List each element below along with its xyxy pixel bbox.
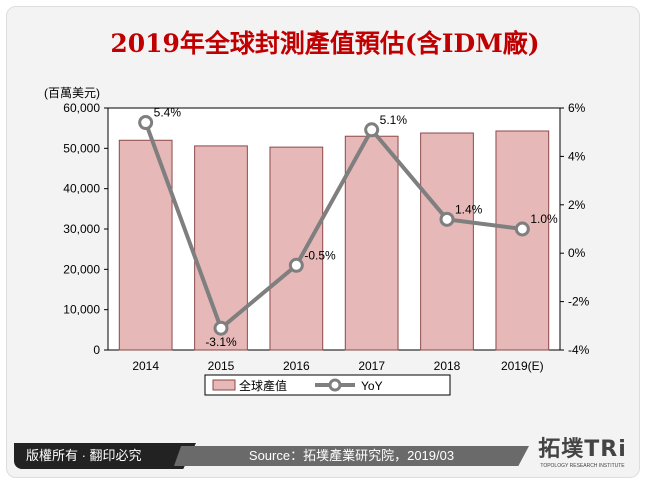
footer: 版權所有 · 翻印必究 Source：拓墣產業研究院，2019/03 <box>14 443 614 469</box>
logo-text: 拓墣TRi <box>538 437 627 462</box>
chart-title: 2019年全球封測產值預估(含IDM廠) <box>110 29 540 58</box>
plot-area <box>107 107 561 351</box>
yoy-point <box>514 221 530 237</box>
logo-subtitle: TOPOLOGY RESEARCH INSTITUTE <box>540 463 625 469</box>
yoy-label: 5.1% <box>380 113 408 127</box>
x-tick-label: 2016 <box>283 359 310 373</box>
right-tick-label: 4% <box>568 149 586 163</box>
right-tick-label: 0% <box>568 246 586 260</box>
bar-2019(E) <box>495 130 550 351</box>
x-tick-label: 2015 <box>208 359 235 373</box>
yoy-label: 1.4% <box>455 202 483 216</box>
left-tick-label: 50,000 <box>63 141 100 155</box>
yoy-label: -3.1% <box>205 335 237 349</box>
unit-label: (百萬美元) <box>44 86 100 100</box>
yoy-point <box>364 122 380 138</box>
legend-line-label: YoY <box>361 379 383 393</box>
right-tick-label: -2% <box>568 295 590 309</box>
right-tick-label: 6% <box>568 101 586 115</box>
logo: 拓墣TRi TOPOLOGY RESEARCH INSTITUTE <box>535 431 630 469</box>
legend-line-marker <box>328 378 342 392</box>
yoy-point <box>213 320 229 336</box>
x-tick-label: 2017 <box>358 359 385 373</box>
left-tick-label: 20,000 <box>63 262 100 276</box>
left-tick-label: 10,000 <box>63 303 100 317</box>
x-tick-label: 2018 <box>434 359 461 373</box>
left-tick-label: 0 <box>93 343 100 357</box>
bar-2015 <box>194 145 248 351</box>
x-tick-label: 2014 <box>132 359 159 373</box>
right-tick-label: -4% <box>568 343 590 357</box>
legend-bar-swatch <box>212 379 236 391</box>
yoy-label: -0.5% <box>304 248 336 262</box>
bar-2018 <box>420 132 474 351</box>
x-tick-label: 2019(E) <box>501 359 544 373</box>
legend-bar-label: 全球產值 <box>239 378 287 393</box>
left-tick-label: 30,000 <box>63 222 100 236</box>
left-tick-label: 40,000 <box>63 182 100 196</box>
yoy-point <box>138 115 154 131</box>
yoy-point <box>439 211 455 227</box>
bar-2017 <box>344 135 399 351</box>
bar-2016 <box>269 146 324 351</box>
yoy-label: 1.0% <box>530 212 558 226</box>
yoy-point <box>288 257 304 273</box>
left-tick-label: 60,000 <box>63 101 100 115</box>
right-tick-label: 2% <box>568 198 586 212</box>
yoy-label: 5.4% <box>154 106 182 120</box>
copyright-text: 版權所有 · 翻印必究 <box>14 443 196 469</box>
yoy-line <box>143 121 523 332</box>
source-text: Source：拓墣產業研究院，2019/03 <box>174 446 529 466</box>
